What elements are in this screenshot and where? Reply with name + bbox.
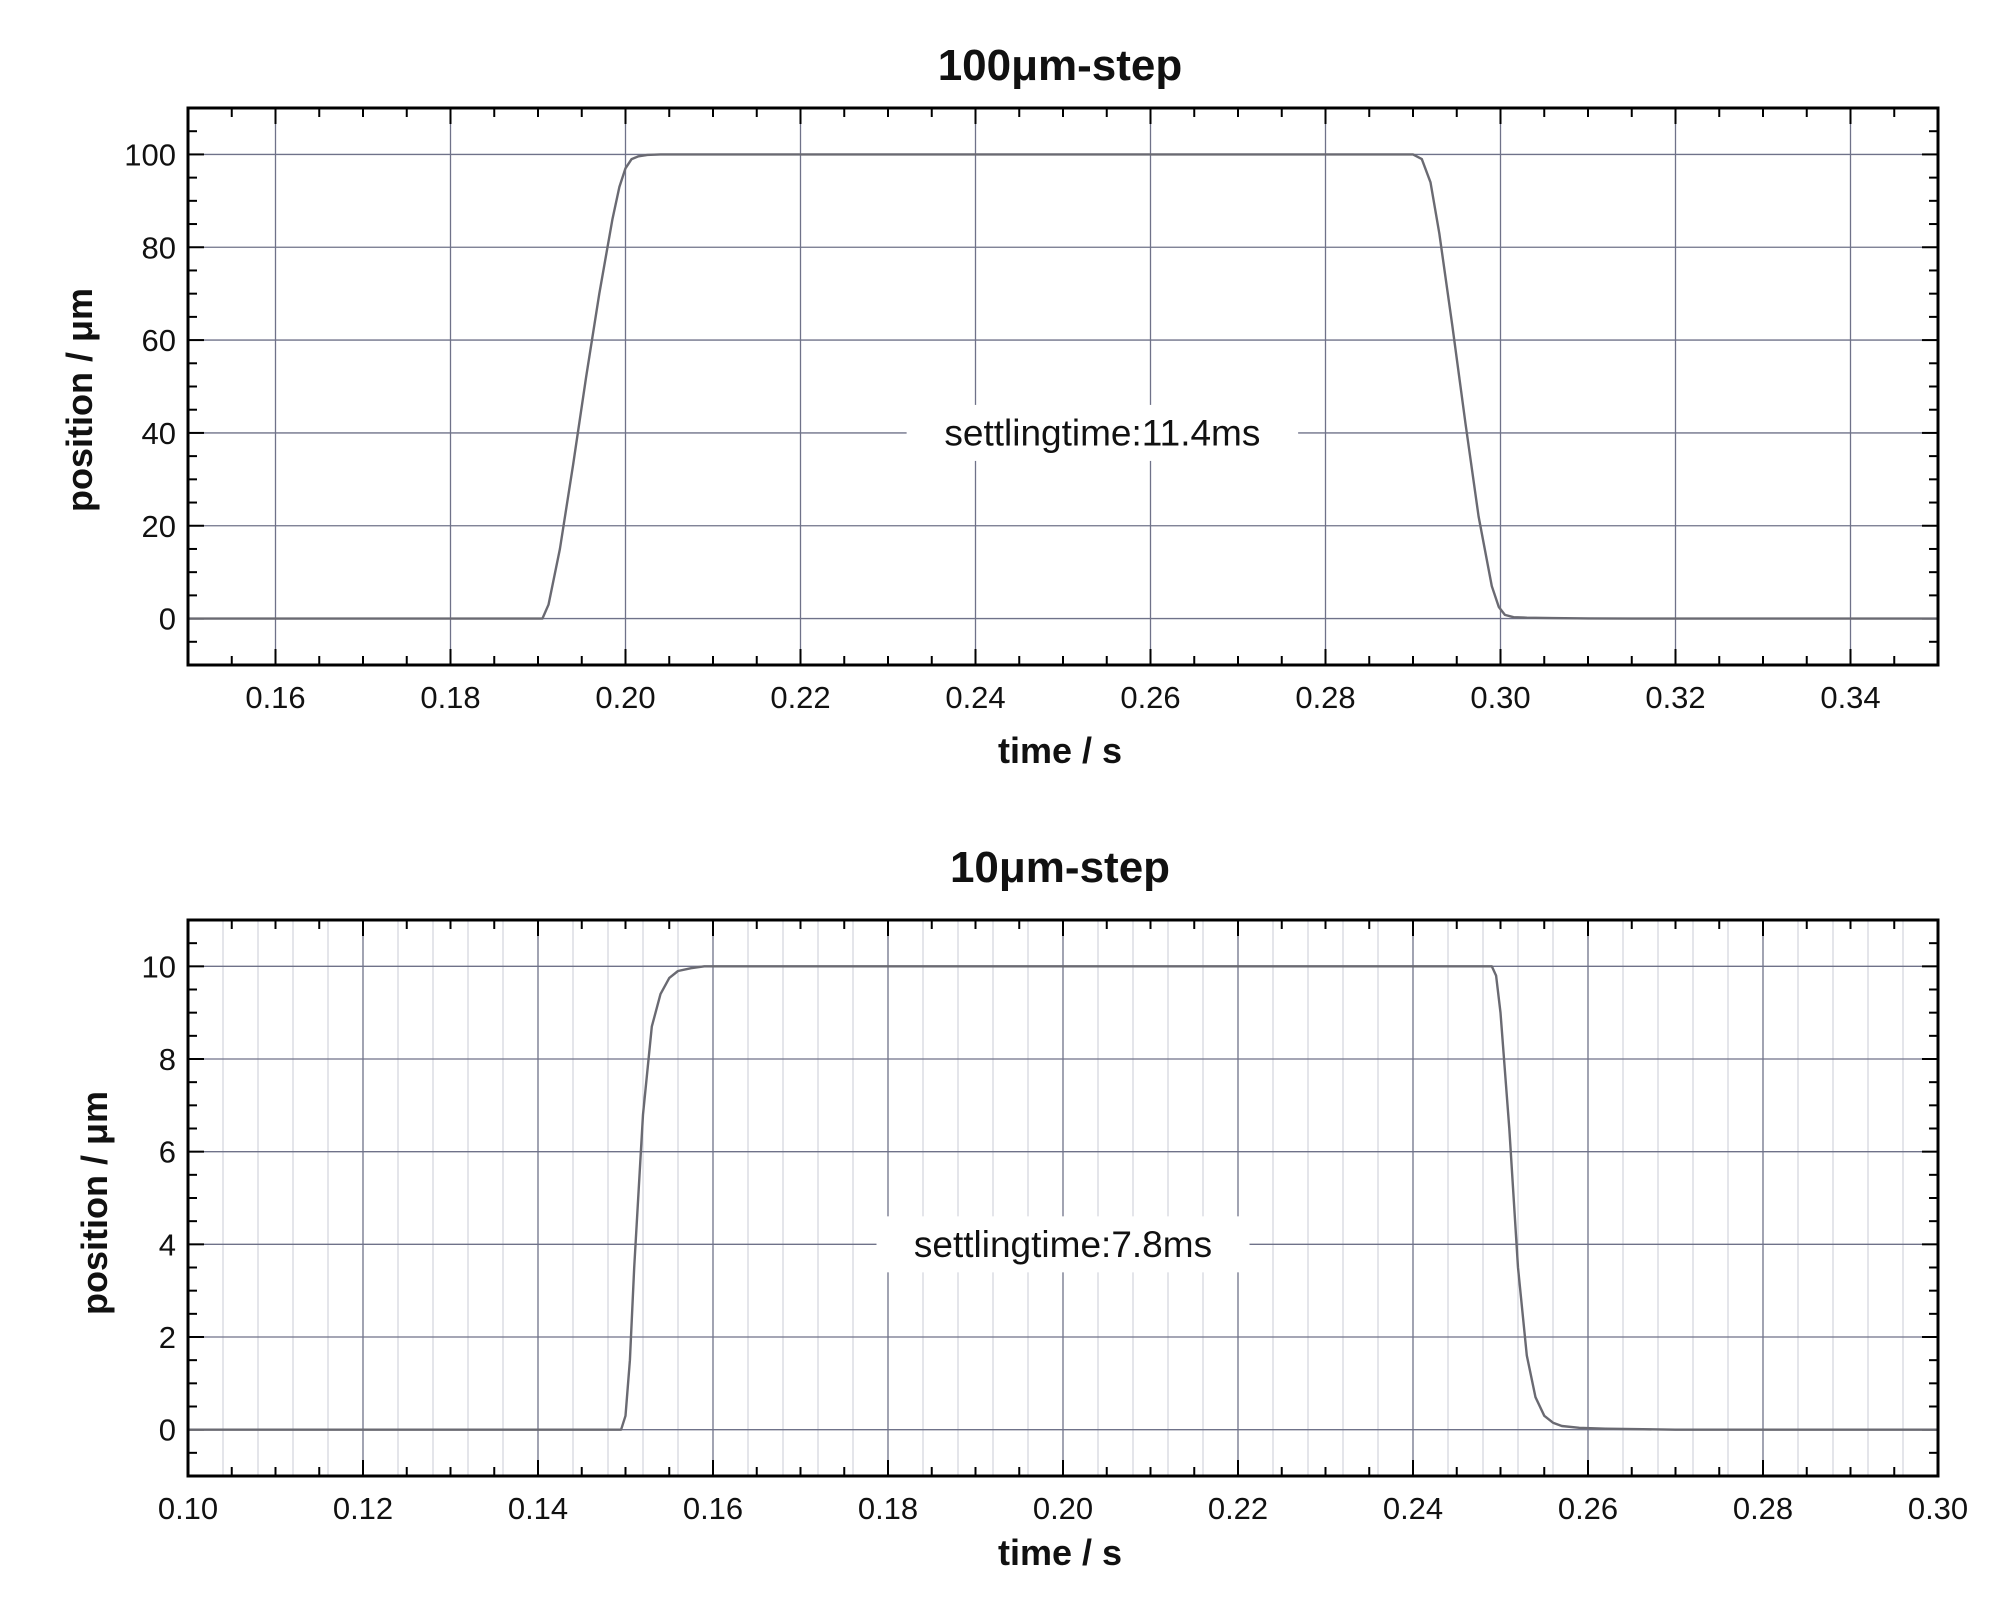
- x-tick-label: 0.28: [1295, 680, 1355, 715]
- x-tick-label: 0.26: [1120, 680, 1180, 715]
- x-tick-label: 0.26: [1558, 1491, 1618, 1526]
- x-tick-label: 0.12: [333, 1491, 393, 1526]
- x-tick-label: 0.10: [158, 1491, 218, 1526]
- x-tick-label: 0.16: [245, 680, 305, 715]
- chart-title: 10μm-step: [950, 843, 1170, 892]
- y-tick-label: 0: [159, 602, 176, 637]
- x-tick-label: 0.24: [1383, 1491, 1443, 1526]
- x-tick-label: 0.32: [1645, 680, 1705, 715]
- x-tick-label: 0.30: [1470, 680, 1530, 715]
- annotation-background: [906, 404, 1299, 461]
- y-tick-label: 80: [142, 230, 176, 265]
- annotation: settlingtime:7.8ms: [876, 1216, 1250, 1273]
- y-tick-label: 4: [159, 1227, 176, 1262]
- x-tick-label: 0.20: [595, 680, 655, 715]
- plot-frame: [186, 918, 1940, 1478]
- x-tick-label: 0.34: [1820, 680, 1880, 715]
- y-tick-label: 40: [142, 416, 176, 451]
- annotation: settlingtime:11.4ms: [906, 404, 1299, 461]
- y-axis-label: position / μm: [59, 288, 100, 512]
- series-line: [188, 965, 1938, 1431]
- annotation-background: [876, 1216, 1250, 1273]
- x-tick-label: 0.22: [770, 680, 830, 715]
- y-tick-label: 2: [159, 1320, 176, 1355]
- y-tick-label: 20: [142, 509, 176, 544]
- y-tick-label: 6: [159, 1135, 176, 1170]
- series-line: [188, 153, 1938, 620]
- chart-panel-100um: 100μm-step time / s position / μm settli…: [59, 41, 1940, 771]
- y-tick-label: 10: [142, 949, 176, 984]
- chart-title: 100μm-step: [938, 41, 1183, 90]
- x-tick-label: 0.24: [945, 680, 1005, 715]
- x-axis-label: time / s: [998, 730, 1122, 771]
- grid: [187, 920, 1939, 1476]
- x-axis-label: time / s: [998, 1532, 1122, 1573]
- x-tick-label: 0.30: [1908, 1491, 1968, 1526]
- x-tick-label: 0.22: [1208, 1491, 1268, 1526]
- y-tick-label: 0: [159, 1413, 176, 1448]
- chart-panel-10um: 10μm-step time / s position / μm settlin…: [74, 843, 1968, 1573]
- x-tick-label: 0.14: [508, 1491, 568, 1526]
- x-tick-label: 0.18: [420, 680, 480, 715]
- annotation-text: settlingtime:11.4ms: [944, 412, 1260, 453]
- x-tick-label: 0.18: [858, 1491, 918, 1526]
- y-tick-label: 100: [124, 137, 176, 172]
- y-tick-label: 60: [142, 323, 176, 358]
- plot-frame: [186, 106, 1940, 667]
- x-tick-label: 0.28: [1733, 1491, 1793, 1526]
- x-tick-label: 0.20: [1033, 1491, 1093, 1526]
- annotation-text: settlingtime:7.8ms: [914, 1224, 1212, 1265]
- y-axis-label: position / μm: [74, 1091, 115, 1315]
- x-tick-label: 0.16: [683, 1491, 743, 1526]
- grid: [188, 108, 1938, 665]
- y-tick-label: 8: [159, 1042, 176, 1077]
